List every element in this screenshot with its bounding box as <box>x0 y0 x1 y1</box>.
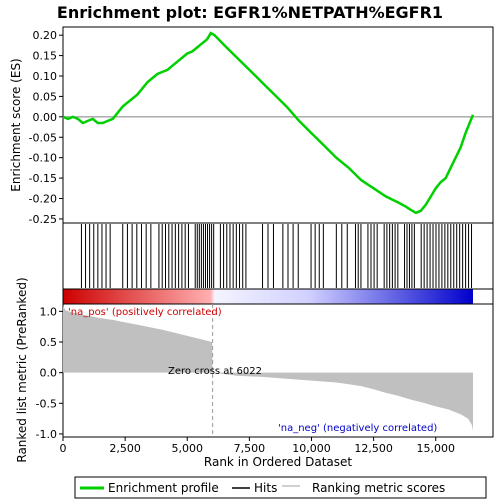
metric-y-tick-label: 0.5 <box>40 336 58 349</box>
hits-panel <box>62 222 494 290</box>
metric-y-tick-label: 0.0 <box>40 367 58 380</box>
zero-cross-label: Zero cross at 6022 <box>168 366 262 377</box>
es-y-tick-label: -0.10 <box>29 152 57 165</box>
x-tick-label: 15,000 <box>416 442 455 455</box>
x-tick-label: 2,500 <box>109 442 141 455</box>
metric-y-axis-label: Ranked list metric (PreRanked) <box>15 277 29 462</box>
chart-title: Enrichment plot: EGFR1%NETPATH%EGFR1 <box>57 3 443 22</box>
x-axis-ticks: 0 2,500 5,000 7,500 10,000 12,500 15,000 <box>60 437 455 455</box>
hit-lines <box>80 224 473 288</box>
es-y-tick-label: 0.20 <box>33 29 58 42</box>
es-plot-frame <box>62 26 494 224</box>
ranking-metric-area <box>63 306 473 431</box>
es-y-tick-label: 0.05 <box>33 90 58 103</box>
metric-y-tick-label: -1.0 <box>36 428 57 441</box>
enrichment-profile-line <box>62 31 475 215</box>
es-y-axis-label: Enrichment score (ES) <box>9 58 23 191</box>
rank-gradient <box>63 289 473 304</box>
legend-ranking-metric-scores: Ranking metric scores <box>312 481 445 495</box>
rank-color-bar <box>62 288 494 305</box>
es-y-ticks: 0.20 0.15 0.10 0.05 0.00 -0.05 -0.10 -0.15 -0.20… <box>29 29 63 226</box>
metric-panel: 1.0 0.5 0.0 -0.5 -1.0 'na_pos' (positively c… <box>15 277 494 469</box>
metric-y-ticks: 1.0 0.5 0.0 -0.5 -1.0 <box>36 305 63 441</box>
metric-y-tick-label: -0.5 <box>36 397 57 410</box>
x-tick-label: 7,500 <box>234 442 266 455</box>
x-tick-label: 0 <box>60 442 67 455</box>
legend-enrichment-profile: Enrichment profile <box>108 481 219 495</box>
es-y-tick-label: 0.00 <box>33 111 58 124</box>
es-y-tick-label: 0.15 <box>33 50 58 63</box>
es-panel: 0.20 0.15 0.10 0.05 0.00 -0.05 -0.10 -0.15 -0.20… <box>9 26 494 226</box>
legend-box <box>74 476 487 499</box>
negative-correlation-label: 'na_neg' (negatively correlated) <box>278 423 437 434</box>
es-y-tick-label: 0.10 <box>33 70 58 83</box>
legend-hits: Hits <box>254 481 277 495</box>
x-axis-label: Rank in Ordered Dataset <box>204 455 352 469</box>
positive-correlation-label: 'na_pos' (positively correlated) <box>68 307 222 318</box>
es-y-tick-label: -0.25 <box>29 213 57 226</box>
x-tick-label: 10,000 <box>292 442 331 455</box>
es-y-tick-label: -0.15 <box>29 172 57 185</box>
x-tick-label: 5,000 <box>171 442 203 455</box>
es-y-tick-label: -0.20 <box>29 193 57 206</box>
es-y-tick-label: -0.05 <box>29 131 57 144</box>
legend: Enrichment profile Hits Ranking metric s… <box>74 476 487 499</box>
metric-y-tick-label: 1.0 <box>40 305 58 318</box>
x-tick-label: 12,500 <box>354 442 393 455</box>
